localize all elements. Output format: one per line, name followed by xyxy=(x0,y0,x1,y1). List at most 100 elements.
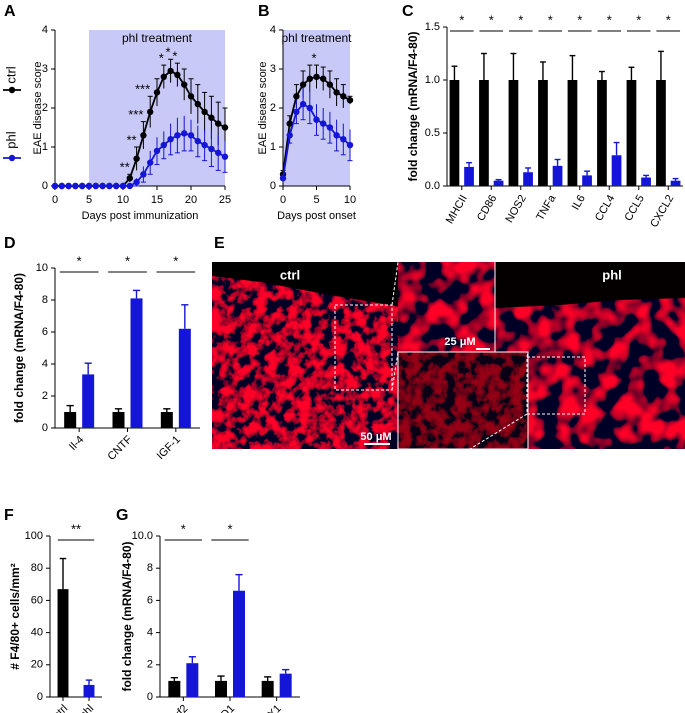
y-tick-label: 4 xyxy=(147,627,153,639)
point xyxy=(208,145,215,153)
x-tick-label: NOS2 xyxy=(503,193,528,225)
bar xyxy=(130,298,143,428)
bar xyxy=(538,80,548,186)
point xyxy=(140,132,147,139)
y-axis-label: EAE disease score xyxy=(32,62,44,155)
bar xyxy=(656,80,666,186)
point xyxy=(293,93,300,100)
point xyxy=(133,155,140,162)
bar xyxy=(626,80,637,186)
y-tick-label: 3 xyxy=(270,63,276,75)
y-tick-label: 6 xyxy=(42,326,48,338)
point xyxy=(346,97,354,104)
y-tick-label: 40 xyxy=(31,627,43,639)
ctrl-label: ctrl xyxy=(280,267,300,282)
point xyxy=(340,136,347,143)
bar xyxy=(582,175,592,186)
point xyxy=(221,124,229,131)
bar xyxy=(493,180,504,186)
x-tick-label: CXCL2 xyxy=(648,193,676,230)
bar xyxy=(597,80,607,186)
point xyxy=(51,182,59,190)
bar xyxy=(279,673,292,697)
point xyxy=(306,75,313,82)
point xyxy=(201,108,208,116)
point xyxy=(215,149,222,157)
significance: * xyxy=(227,521,232,536)
y-tick-label: 2 xyxy=(42,390,48,402)
point xyxy=(313,116,320,123)
ctrl-inset xyxy=(398,262,495,352)
y-tick-label: 0 xyxy=(42,180,48,192)
x-tick-label: 5 xyxy=(86,194,92,206)
y-tick-label: 8 xyxy=(147,562,153,574)
significance: * xyxy=(636,12,641,27)
point xyxy=(79,182,86,190)
point xyxy=(92,182,100,190)
significance: * xyxy=(607,12,612,27)
y-tick-label: 3 xyxy=(42,63,48,75)
bar xyxy=(233,590,245,697)
point xyxy=(181,81,188,88)
significance: * xyxy=(311,51,316,66)
significance: * xyxy=(181,521,186,536)
x-tick-label: NQO1 xyxy=(207,703,238,713)
significance: * xyxy=(173,253,178,268)
x-tick-label: MHCII xyxy=(444,193,470,226)
y-tick-label: 4 xyxy=(42,24,48,36)
bar xyxy=(186,663,199,697)
x-tick-label: CCL4 xyxy=(593,193,617,223)
x-tick-label: 25 xyxy=(219,194,231,206)
bar xyxy=(611,155,622,186)
legend-label: ctrl xyxy=(3,66,18,83)
point xyxy=(174,132,181,139)
phl-inset-texture xyxy=(398,352,528,449)
point xyxy=(153,89,161,96)
point xyxy=(194,137,201,145)
y-tick-label: 2 xyxy=(270,102,276,114)
significance: *** xyxy=(135,82,150,97)
significance: * xyxy=(159,51,164,66)
shade-label: phl treatment xyxy=(122,31,193,45)
point xyxy=(215,120,222,127)
x-tick-label: phl xyxy=(77,703,96,713)
significance: ** xyxy=(120,160,130,175)
point xyxy=(346,141,354,149)
legend-marker xyxy=(8,154,16,162)
point xyxy=(326,81,334,88)
bar xyxy=(479,80,489,186)
y-tick-label: 60 xyxy=(31,594,43,606)
y-tick-label: 1.0 xyxy=(425,74,440,86)
y-axis-label: fold change (mRNA/F4-80) xyxy=(120,541,134,691)
significance: * xyxy=(125,253,130,268)
point xyxy=(126,175,133,182)
y-axis-label: # F4/80+ cells/mm² xyxy=(8,563,22,669)
point xyxy=(306,104,313,112)
y-tick-label: 6 xyxy=(147,594,153,606)
bar xyxy=(449,80,460,186)
point xyxy=(221,153,229,160)
point xyxy=(299,81,307,88)
point xyxy=(167,136,174,143)
y-tick-label: 2 xyxy=(147,659,153,671)
panel-letter: F xyxy=(4,507,14,524)
x-tick-label: Il-4 xyxy=(67,434,86,453)
y-tick-label: 1 xyxy=(270,141,276,153)
bar xyxy=(168,680,181,697)
point xyxy=(99,182,106,190)
bar xyxy=(552,165,563,186)
x-tick-label: CD86 xyxy=(475,193,499,223)
significance: * xyxy=(172,49,177,64)
bar xyxy=(567,80,578,186)
point xyxy=(201,141,208,149)
significance: * xyxy=(518,12,523,27)
point xyxy=(333,132,340,139)
x-axis-label: Days post immunization xyxy=(82,210,199,222)
point xyxy=(320,120,327,127)
significance: * xyxy=(166,45,171,60)
bar xyxy=(523,172,533,186)
panel-letter: G xyxy=(116,507,128,524)
point xyxy=(174,71,181,79)
point xyxy=(133,178,140,186)
